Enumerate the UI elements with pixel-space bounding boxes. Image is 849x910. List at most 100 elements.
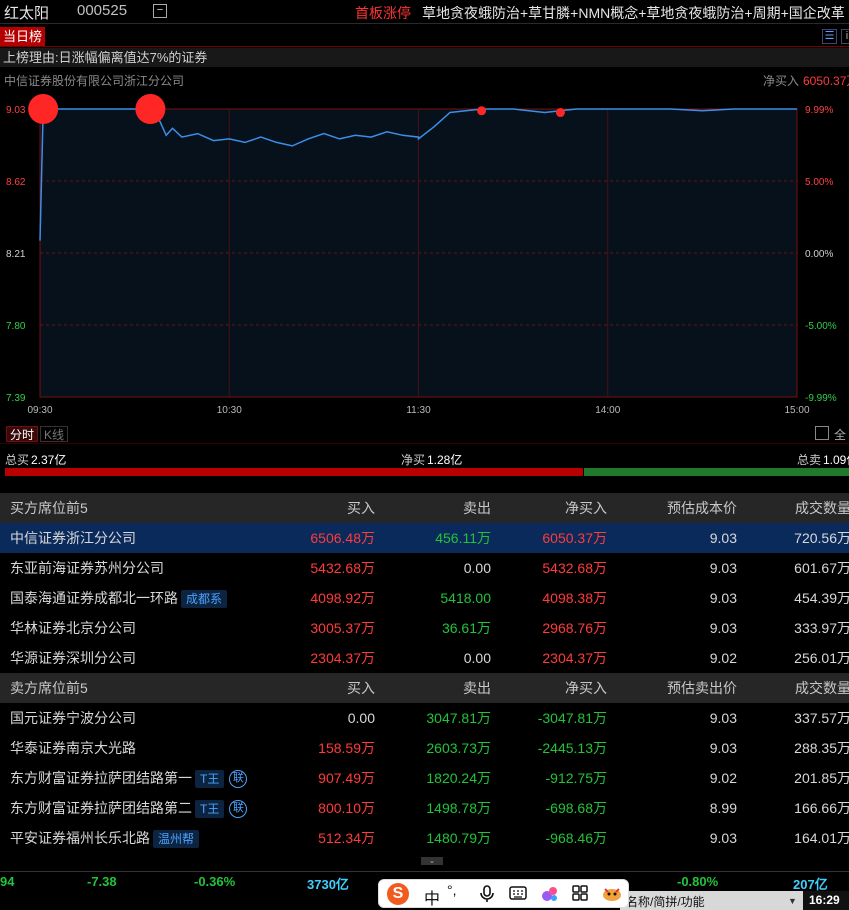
net-amount: -2445.13万: [537, 740, 607, 756]
buy-rows: 中信证券浙江分公司 6506.48万 456.11万 6050.37万 9.03 720.…: [0, 523, 849, 673]
trade-volume: 601.67万: [794, 560, 849, 576]
trade-marker: [28, 94, 59, 124]
status-value-3: -0.36%: [194, 874, 236, 889]
table-row[interactable]: 国泰海通证券成都北一环路 成都系 4098.92万 5418.00 4098.38万 9.…: [0, 583, 849, 613]
table-row[interactable]: 东亚前海证券苏州分公司 5432.68万 0.00 5432.68万 9.03 601.6…: [0, 553, 849, 583]
seat-cell[interactable]: 华泰证券南京大光路: [10, 733, 136, 763]
trade-volume: 288.35万: [794, 740, 849, 756]
buy-amount: 3005.37万: [310, 620, 375, 636]
totals-row: 总买 2.37亿 净买 1.28亿 总卖 1.09亿: [0, 449, 849, 467]
seat-name: 国泰海通证券成都北一环路: [10, 590, 178, 606]
buy-amount: 512.34万: [318, 830, 375, 846]
est-price: 8.99: [709, 800, 737, 816]
seat-group-badge[interactable]: T王: [195, 770, 225, 789]
mic-icon[interactable]: [479, 885, 495, 908]
title-bar: 红太阳 000525 − 首板涨停 草地贪夜蛾防治+草甘膦+NMN概念+草地贪夜…: [0, 0, 849, 24]
sell-amount: 36.61万: [441, 620, 491, 636]
seat-group-badge[interactable]: T王: [195, 800, 225, 819]
net-amount: -968.46万: [545, 830, 607, 846]
total-buy-value: 2.37亿: [31, 453, 67, 467]
search-hint[interactable]: 名称/简拼/功能: [626, 895, 705, 909]
keyboard-icon[interactable]: [509, 885, 527, 906]
seat-cell[interactable]: 国元证券宁波分公司: [10, 703, 136, 733]
net-amount: 2968.76万: [542, 620, 607, 636]
chevron-down-icon[interactable]: ⌄: [421, 857, 443, 865]
net-buy-total-value: 1.28亿: [427, 453, 463, 467]
buy-ratio-bar: [5, 468, 583, 476]
buy-header-buy: 买入: [347, 500, 375, 516]
seat-cell[interactable]: 国泰海通证券成都北一环路 成都系: [10, 583, 228, 613]
seat-name: 东方财富证券拉萨团结路第二: [10, 800, 192, 816]
linked-seat-icon[interactable]: 联: [229, 770, 248, 789]
ime-logo[interactable]: S: [387, 883, 409, 905]
trade-marker: [135, 94, 166, 124]
status-bar: 94 -7.38 -0.36% 3730亿 -0.80% 207亿: [0, 871, 849, 892]
table-row[interactable]: 平安证券福州长乐北路 温州帮 512.34万 1480.79万 -968.46万 9.03…: [0, 823, 849, 853]
trade-volume: 720.56万: [794, 530, 849, 546]
skin-icon[interactable]: [541, 885, 559, 908]
fullscreen-label[interactable]: 全: [834, 428, 847, 442]
concept-list: 草地贪夜蛾防治+草甘膦+NMN概念+草地贪夜蛾防治+周期+国企改革: [422, 5, 845, 21]
total-sell-label: 总卖: [797, 453, 822, 467]
seat-group-badge[interactable]: 成都系: [181, 590, 228, 609]
buy-amount: 6506.48万: [310, 530, 375, 546]
seat-cell[interactable]: 东方财富证券拉萨团结路第一 T王联: [10, 763, 248, 793]
mascot-icon[interactable]: [601, 885, 623, 908]
fullscreen-icon[interactable]: [815, 426, 829, 440]
table-row[interactable]: 东方财富证券拉萨团结路第一 T王联 907.49万 1820.24万 -912.75万 9…: [0, 763, 849, 793]
net-amount: -3047.81万: [537, 710, 607, 726]
est-price: 9.02: [709, 770, 737, 786]
tab-kline[interactable]: K线: [40, 426, 69, 442]
est-price: 9.02: [709, 650, 737, 666]
caret-down-icon[interactable]: ▼: [788, 896, 797, 906]
seat-cell[interactable]: 中信证券浙江分公司: [10, 523, 136, 553]
seat-group-badge[interactable]: 温州帮: [153, 830, 200, 849]
table-row[interactable]: 国元证券宁波分公司 0.00 3047.81万 -3047.81万 9.03 337.57…: [0, 703, 849, 733]
sell-rows: 国元证券宁波分公司 0.00 3047.81万 -3047.81万 9.03 337.57…: [0, 703, 849, 853]
net-amount: 4098.38万: [542, 590, 607, 606]
minus-icon[interactable]: −: [153, 4, 167, 18]
list-icon[interactable]: ☰: [822, 29, 837, 44]
table-row[interactable]: 中信证券浙江分公司 6506.48万 456.11万 6050.37万 9.03 720.…: [0, 523, 849, 553]
net-amount: 5432.68万: [542, 560, 607, 576]
net-buy-value: 6050.37万: [803, 74, 849, 88]
sell-amount: 0.00: [463, 650, 491, 666]
time-tick-label: 10:30: [217, 405, 242, 416]
sell-amount: 3047.81万: [426, 710, 491, 726]
est-price: 9.03: [709, 710, 737, 726]
seat-name: 国元证券宁波分公司: [10, 710, 136, 726]
ime-toolbar: S 中 °,: [378, 879, 629, 908]
pct-tick-label: 5.00%: [805, 177, 833, 188]
seat-cell[interactable]: 华源证券深圳分公司: [10, 643, 136, 673]
trade-volume: 201.85万: [794, 770, 849, 786]
tab-today-list[interactable]: 当日榜: [0, 27, 46, 46]
ime-punct[interactable]: °,: [447, 882, 457, 898]
seat-table: 买方席位前5 买入 卖出 净买入 预估成本价 成交数量 中信证券浙江分公司 650…: [0, 493, 849, 853]
net-amount: -698.68万: [545, 800, 607, 816]
table-row[interactable]: 华源证券深圳分公司 2304.37万 0.00 2304.37万 9.02 256.01万: [0, 643, 849, 673]
seat-name: 平安证券福州长乐北路: [10, 830, 150, 846]
tab-intraday[interactable]: 分时: [6, 426, 39, 442]
ime-lang[interactable]: 中: [424, 891, 441, 908]
seat-cell[interactable]: 东亚前海证券苏州分公司: [10, 553, 164, 583]
buy-header-cost: 预估成本价: [667, 500, 737, 516]
table-row[interactable]: 华泰证券南京大光路 158.59万 2603.73万 -2445.13万 9.03 288…: [0, 733, 849, 763]
selected-seat-name: 中信证券股份有限公司浙江分公司: [4, 74, 185, 88]
grid-icon[interactable]: [572, 885, 588, 906]
seat-cell[interactable]: 华林证券北京分公司: [10, 613, 136, 643]
price-tick-label: 8.21: [6, 249, 26, 260]
net-buy-total-label: 净买: [401, 453, 426, 467]
trade-volume: 166.66万: [794, 800, 849, 816]
linked-seat-icon[interactable]: 联: [229, 800, 248, 819]
table-row[interactable]: 华林证券北京分公司 3005.37万 36.61万 2968.76万 9.03 333.9…: [0, 613, 849, 643]
seat-cell[interactable]: 平安证券福州长乐北路 温州帮: [10, 823, 200, 853]
seat-cell[interactable]: 东方财富证券拉萨团结路第二 T王联: [10, 793, 248, 823]
price-tick-label: 9.03: [6, 105, 26, 116]
intraday-price-chart[interactable]: 9.03 9.99% 8.62 5.00% 8.21 0.00% 7.80 -5.00% 7.3…: [0, 90, 849, 420]
info-icon[interactable]: i: [841, 29, 849, 44]
table-row[interactable]: 东方财富证券拉萨团结路第二 T王联 800.10万 1498.78万 -698.68万 8…: [0, 793, 849, 823]
sell-header-sell: 卖出: [463, 680, 491, 696]
time-tick-label: 15:00: [784, 405, 809, 416]
buy-amount: 800.10万: [318, 800, 375, 816]
sell-amount: 5418.00: [440, 590, 491, 606]
